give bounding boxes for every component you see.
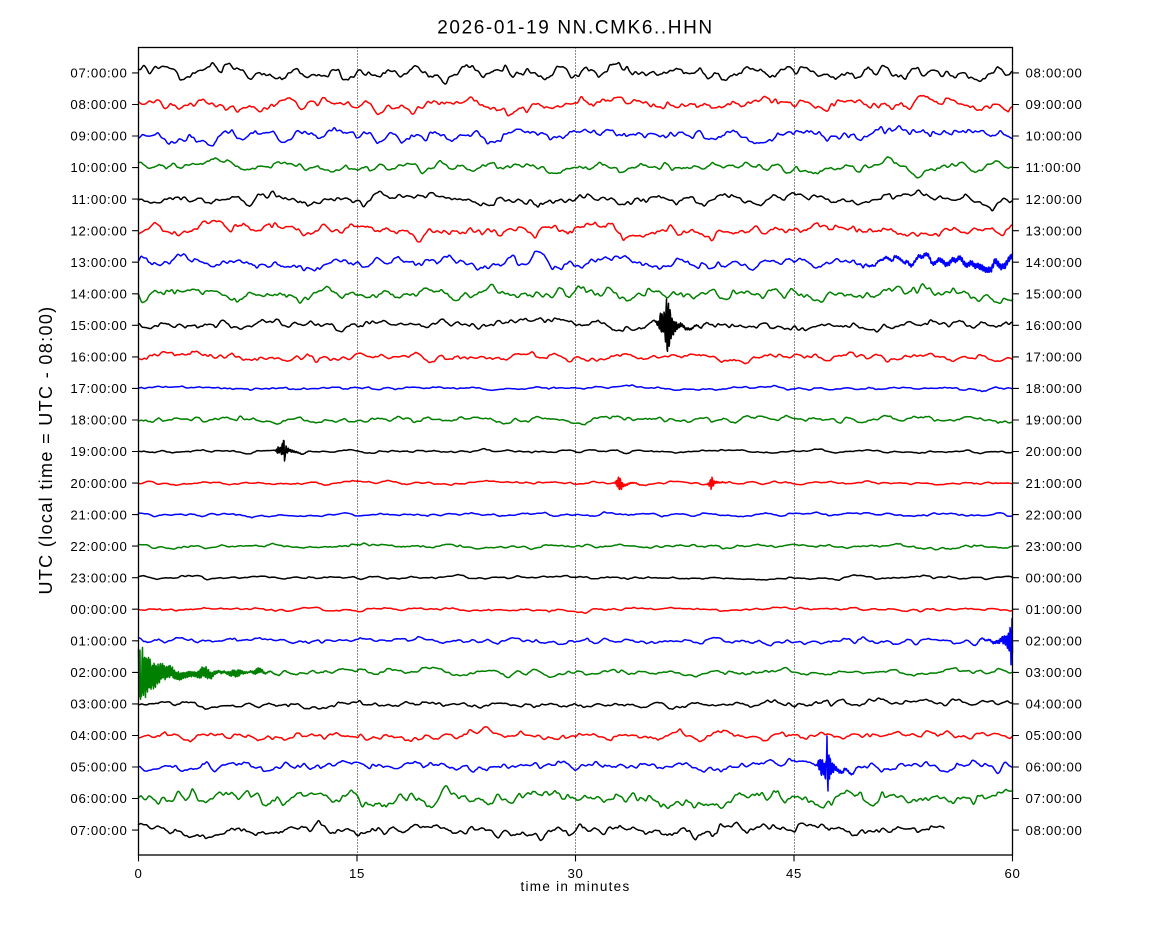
svg-text:45: 45 — [786, 866, 802, 881]
svg-text:20:00:00: 20:00:00 — [1026, 444, 1083, 459]
svg-text:07:00:00: 07:00:00 — [70, 823, 127, 838]
svg-text:06:00:00: 06:00:00 — [1026, 760, 1083, 775]
svg-text:09:00:00: 09:00:00 — [1026, 97, 1083, 112]
svg-text:23:00:00: 23:00:00 — [70, 570, 127, 585]
svg-text:00:00:00: 00:00:00 — [70, 602, 127, 617]
svg-text:10:00:00: 10:00:00 — [70, 160, 127, 175]
svg-text:0: 0 — [134, 866, 142, 881]
svg-text:16:00:00: 16:00:00 — [1026, 318, 1083, 333]
svg-text:22:00:00: 22:00:00 — [70, 539, 127, 554]
svg-text:22:00:00: 22:00:00 — [1026, 507, 1083, 522]
svg-text:17:00:00: 17:00:00 — [1026, 350, 1083, 365]
svg-text:01:00:00: 01:00:00 — [1026, 602, 1083, 617]
svg-text:05:00:00: 05:00:00 — [70, 760, 127, 775]
svg-text:20:00:00: 20:00:00 — [70, 476, 127, 491]
svg-text:time in minutes: time in minutes — [521, 879, 631, 894]
svg-text:12:00:00: 12:00:00 — [1026, 192, 1083, 207]
svg-text:04:00:00: 04:00:00 — [70, 728, 127, 743]
svg-text:10:00:00: 10:00:00 — [1026, 129, 1083, 144]
svg-text:2026-01-19 NN.CMK6..HHN: 2026-01-19 NN.CMK6..HHN — [437, 18, 714, 39]
svg-text:11:00:00: 11:00:00 — [71, 192, 127, 207]
svg-text:18:00:00: 18:00:00 — [70, 413, 127, 428]
svg-text:14:00:00: 14:00:00 — [1026, 255, 1083, 270]
svg-text:03:00:00: 03:00:00 — [70, 697, 127, 712]
svg-text:30: 30 — [567, 866, 583, 881]
svg-text:08:00:00: 08:00:00 — [1026, 823, 1083, 838]
svg-text:21:00:00: 21:00:00 — [1026, 476, 1083, 491]
svg-text:02:00:00: 02:00:00 — [1026, 634, 1083, 649]
svg-text:08:00:00: 08:00:00 — [70, 97, 127, 112]
svg-text:15:00:00: 15:00:00 — [1026, 286, 1083, 301]
svg-text:02:00:00: 02:00:00 — [70, 665, 127, 680]
svg-text:15:00:00: 15:00:00 — [70, 318, 127, 333]
svg-text:18:00:00: 18:00:00 — [1026, 381, 1083, 396]
svg-text:13:00:00: 13:00:00 — [70, 255, 127, 270]
svg-text:06:00:00: 06:00:00 — [70, 791, 127, 806]
svg-text:01:00:00: 01:00:00 — [70, 634, 127, 649]
svg-text:15: 15 — [349, 866, 365, 881]
svg-text:21:00:00: 21:00:00 — [70, 507, 127, 522]
svg-text:23:00:00: 23:00:00 — [1026, 539, 1083, 554]
svg-text:09:00:00: 09:00:00 — [70, 129, 127, 144]
svg-text:07:00:00: 07:00:00 — [1026, 791, 1083, 806]
svg-text:14:00:00: 14:00:00 — [70, 286, 127, 301]
svg-text:11:00:00: 11:00:00 — [1026, 160, 1082, 175]
svg-text:16:00:00: 16:00:00 — [70, 350, 127, 365]
svg-text:UTC (local time = UTC - 08:00): UTC (local time = UTC - 08:00) — [36, 305, 56, 594]
svg-text:08:00:00: 08:00:00 — [1026, 66, 1083, 81]
svg-text:13:00:00: 13:00:00 — [1026, 223, 1083, 238]
svg-text:19:00:00: 19:00:00 — [70, 444, 127, 459]
svg-text:60: 60 — [1004, 866, 1020, 881]
svg-text:07:00:00: 07:00:00 — [70, 66, 127, 81]
svg-text:03:00:00: 03:00:00 — [1026, 665, 1083, 680]
svg-text:00:00:00: 00:00:00 — [1026, 570, 1083, 585]
svg-text:12:00:00: 12:00:00 — [70, 223, 127, 238]
svg-text:19:00:00: 19:00:00 — [1026, 413, 1083, 428]
svg-text:05:00:00: 05:00:00 — [1026, 728, 1083, 743]
svg-text:04:00:00: 04:00:00 — [1026, 697, 1083, 712]
svg-text:17:00:00: 17:00:00 — [70, 381, 127, 396]
